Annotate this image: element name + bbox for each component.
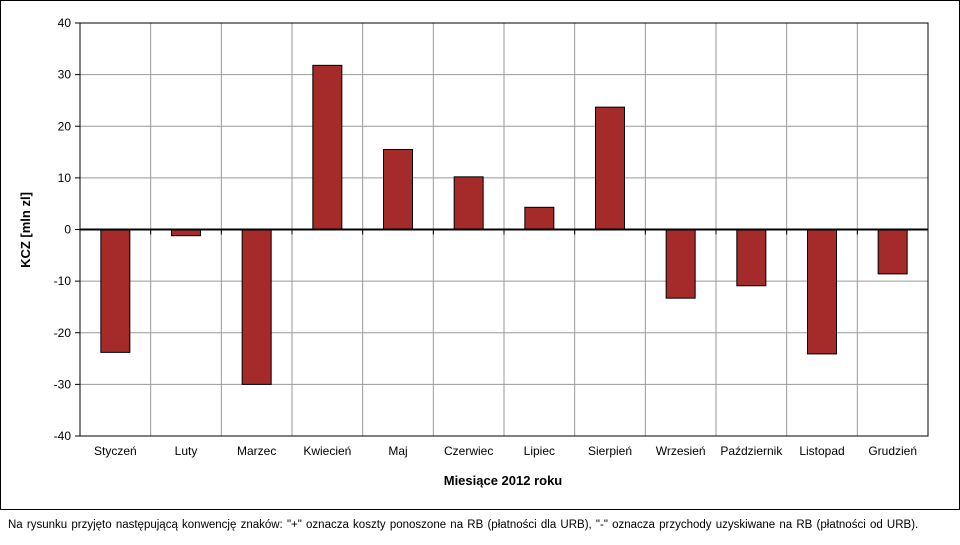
bar-marzec [241, 229, 272, 385]
y-tick-label: 10 [58, 171, 72, 185]
x-tick-label: Styczeń [94, 444, 137, 458]
y-tick-label: -30 [54, 377, 72, 391]
y-tick-label: 20 [58, 119, 72, 133]
x-axis-title: Miesiące 2012 roku [444, 473, 563, 488]
bar-styczeń [100, 229, 131, 353]
bar-grudzień [877, 229, 908, 275]
x-tick-label: Lipiec [524, 444, 555, 458]
bar-sierpień [595, 106, 625, 230]
axes [75, 22, 929, 437]
x-tick-label: Listopad [799, 444, 844, 458]
x-tick-label: Kwiecień [303, 444, 351, 458]
y-tick-label: 0 [64, 223, 71, 237]
bar-chart: 40 30 20 10 0 -10 -20 -30 -40 Styczeń Luty Marzec K… [18, 16, 929, 488]
x-tick-label: Maj [388, 444, 407, 458]
y-tick-label: 30 [58, 68, 72, 82]
x-tick-label: Sierpień [588, 444, 632, 458]
bar-kwiecień [312, 64, 343, 230]
y-tick-label: -40 [54, 429, 72, 443]
bar-listopad [807, 229, 837, 355]
y-tick-labels: 40 30 20 10 0 -10 -20 -30 -40 [54, 16, 72, 443]
y-tick-label: 40 [58, 16, 72, 30]
y-axis-title: KCZ [mln zl] [18, 192, 33, 268]
x-tick-label: Czerwiec [444, 444, 493, 458]
bar-lipiec [524, 206, 555, 231]
footnote: Na rysunku przyjęto następującą konwencj… [8, 519, 919, 531]
x-tick-label: Grudzień [868, 444, 917, 458]
x-tick-labels: Styczeń Luty Marzec Kwiecień Maj Czerwiec Lipi… [94, 444, 917, 458]
x-tick-label: Marzec [237, 444, 276, 458]
bar-wrzesień [665, 229, 696, 299]
y-tick-label: -10 [54, 274, 72, 288]
x-tick-label: Wrzesień [656, 444, 706, 458]
bar-czerwiec [453, 176, 484, 230]
x-tick-label: Luty [175, 444, 198, 458]
chart-frame [0, 0, 960, 510]
y-tick-label: -20 [54, 326, 72, 340]
bar-październik [736, 229, 767, 287]
x-tick-label: Październik [720, 444, 783, 458]
bars [100, 64, 908, 385]
bar-maj [383, 148, 413, 230]
